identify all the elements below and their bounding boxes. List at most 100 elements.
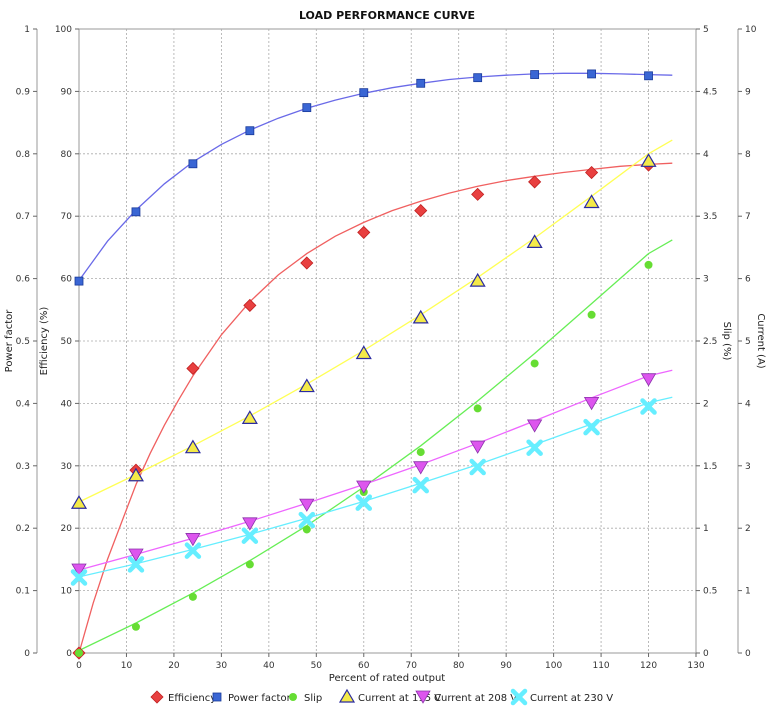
current-at-208-v-point <box>526 419 543 433</box>
current-at-230-v-point <box>355 494 373 511</box>
power-factor-tick-label: 0.7 <box>16 212 30 222</box>
power-factor-tick-label: 1 <box>24 25 30 35</box>
slip-tick-label: 4.5 <box>703 87 717 97</box>
power-factor-tick-label: 0.3 <box>16 462 30 472</box>
efficiency-tick-label: 30 <box>61 462 73 472</box>
current-tick-label: 8 <box>745 150 751 160</box>
current-at-208-v-point <box>185 533 201 547</box>
current-tick-label: 9 <box>745 87 751 97</box>
legend-marker-current-at-208-v <box>415 690 431 704</box>
slip-point <box>188 592 197 601</box>
y-axis-title-efficiency: Efficiency (%) <box>39 307 50 376</box>
current-at-115-v-point <box>298 378 315 393</box>
power-factor-point <box>473 73 483 83</box>
power-factor-point <box>302 103 312 113</box>
current-at-230-v-point <box>583 418 600 436</box>
current-at-115-v-point <box>469 272 486 287</box>
current-tick-label: 0 <box>745 649 751 659</box>
current-at-115-v-point <box>241 410 258 424</box>
efficiency-point <box>528 175 542 189</box>
slip-tick-label: 1 <box>703 524 709 534</box>
power-factor-point <box>587 69 596 79</box>
efficiency-point <box>414 204 428 218</box>
slip-point <box>644 260 653 269</box>
slip-point <box>245 560 254 569</box>
current-at-115-v-point <box>412 309 429 324</box>
legend-label-current-at-208-v: Current at 208 V <box>434 693 517 704</box>
power-factor-point <box>74 276 84 286</box>
power-factor-point <box>644 71 653 81</box>
current-at-208-v-point <box>413 461 429 475</box>
legend-item-power-factor: Power factor <box>212 692 292 704</box>
current-at-230-v-point <box>127 556 145 573</box>
slip-tick-label: 3.5 <box>703 212 717 222</box>
power-factor-tick-label: 0.8 <box>16 150 31 160</box>
efficiency-tick-label: 80 <box>61 150 73 160</box>
efficiency-tick-label: 10 <box>61 587 73 597</box>
legend-marker-efficiency <box>150 690 164 704</box>
power-factor-tick-label: 0.2 <box>16 524 30 534</box>
x-tick-label: 120 <box>640 661 657 671</box>
x-tick-label: 100 <box>545 661 562 671</box>
x-tick-label: 0 <box>76 661 82 671</box>
efficiency-tick-label: 40 <box>61 399 73 409</box>
current-at-208-v-point <box>469 440 486 454</box>
slip-point <box>473 404 482 413</box>
power-factor-tick-label: 0.1 <box>16 587 30 597</box>
current-at-230-v-point <box>70 569 88 586</box>
current-tick-label: 7 <box>745 212 751 222</box>
slip-tick-label: 2 <box>703 399 709 409</box>
power-factor-point <box>530 70 540 79</box>
efficiency-point <box>300 256 314 270</box>
current-tick-label: 1 <box>745 587 751 597</box>
current-at-115-v-point <box>583 194 600 209</box>
legend-item-current-at-230-v: Current at 230 V <box>510 688 613 706</box>
current-at-208-v-point <box>299 498 315 512</box>
power-factor-tick-label: 0.9 <box>16 87 31 97</box>
efficiency-tick-label: 100 <box>55 25 72 35</box>
fitted-curves <box>78 72 673 654</box>
x-tick-label: 10 <box>121 661 133 671</box>
slip-tick-label: 4 <box>703 150 709 160</box>
power-factor-point <box>416 78 426 88</box>
slip-point <box>131 622 140 631</box>
legend-item-current-at-208-v: Current at 208 V <box>415 690 517 704</box>
current-at-115-v-point <box>355 345 372 360</box>
current-at-115-v-point <box>640 153 657 167</box>
axes: 0 10 20 30 40 50 60 70 80 90 100 110 120 13000.10.20.… <box>16 25 757 671</box>
legend-marker-power-factor <box>212 692 222 702</box>
current-tick-label: 5 <box>745 337 751 347</box>
current-at-115-v-point <box>70 495 88 509</box>
y-axis-title-power-factor: Power factor <box>4 309 15 373</box>
legend-label-current-at-230-v: Current at 230 V <box>530 693 613 704</box>
power-factor-tick-label: 0.6 <box>16 275 31 285</box>
x-tick-label: 80 <box>453 661 465 671</box>
power-factor-tick-label: 0.4 <box>16 399 31 409</box>
slip-tick-label: 3 <box>703 275 709 285</box>
efficiency-point <box>357 225 371 239</box>
power-factor-tick-label: 0.5 <box>16 337 30 347</box>
legend-marker-current-at-230-v <box>510 688 528 706</box>
current-tick-label: 4 <box>745 399 751 409</box>
efficiency-point <box>243 298 257 312</box>
power-factor-point <box>245 126 255 136</box>
legend-item-current-at-115-v: Current at 115 V <box>338 688 441 704</box>
current-tick-label: 3 <box>745 462 751 472</box>
slip-point <box>587 310 596 319</box>
legend-label-current-at-115-v: Current at 115 V <box>358 693 441 704</box>
current-at-115-v-point <box>184 439 201 454</box>
current-at-208-v-point <box>242 517 258 531</box>
legend-label-power-factor: Power factor <box>228 693 292 704</box>
power-factor-point <box>188 159 198 169</box>
data-markers <box>70 69 657 660</box>
efficiency-tick-label: 20 <box>61 524 73 534</box>
legend-item-efficiency: Efficiency <box>150 690 216 704</box>
power-factor-point <box>131 207 141 217</box>
legend: Efficiency Power factor Slip Current at 115… <box>150 688 613 706</box>
current-tick-label: 10 <box>745 25 757 35</box>
legend-item-slip: Slip <box>289 693 322 704</box>
current-tick-label: 2 <box>745 524 751 534</box>
slip-point <box>302 525 311 534</box>
slip-point <box>416 448 425 457</box>
